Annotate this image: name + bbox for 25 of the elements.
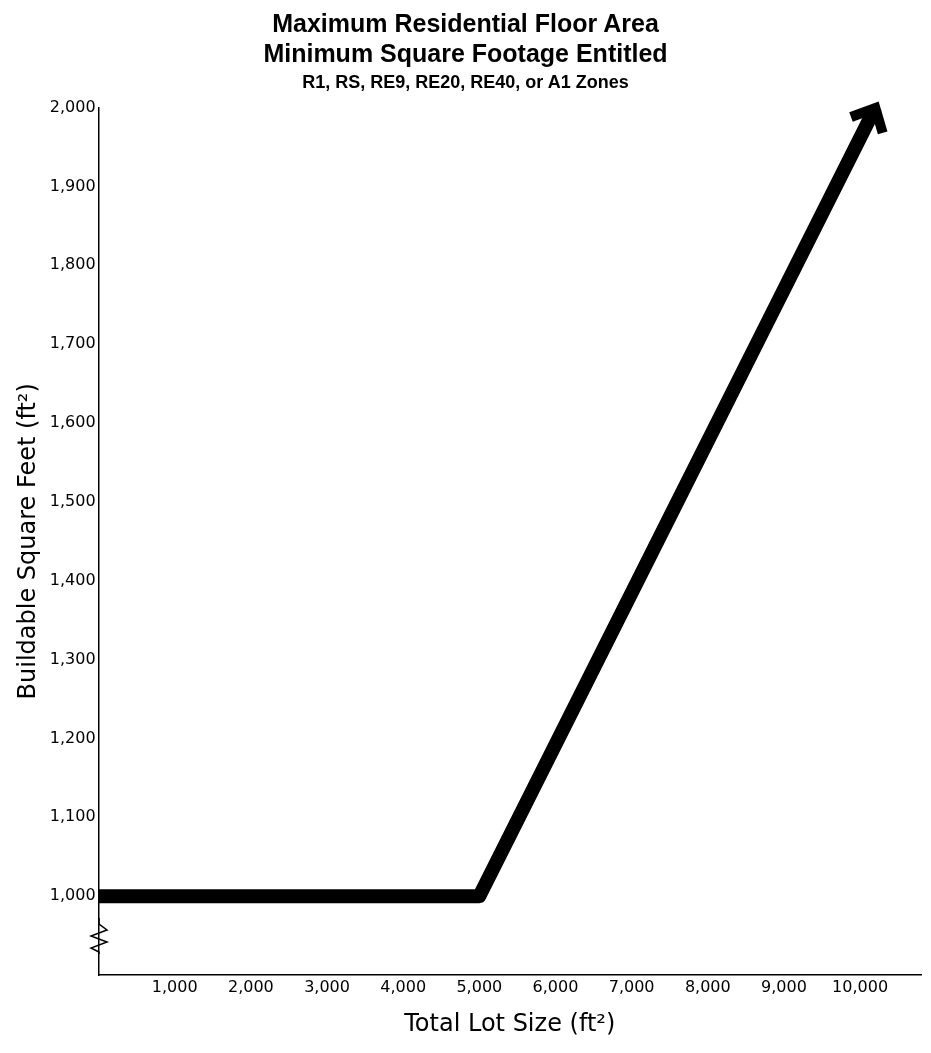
x-tick-label: 3,000 bbox=[304, 976, 350, 996]
y-tick-label: 1,000 bbox=[49, 885, 96, 905]
x-tick-label: 1,000 bbox=[151, 976, 198, 996]
x-tick-label: 4,000 bbox=[380, 976, 427, 996]
y-tick-label: 1,800 bbox=[49, 254, 96, 274]
chart-subtitle: R1, RS, RE9, RE20, RE40, or A1 Zones bbox=[302, 71, 629, 92]
y-tick-label: 1,200 bbox=[49, 727, 96, 747]
x-tick-label: 8,000 bbox=[684, 976, 731, 996]
x-tick-label: 6,000 bbox=[532, 976, 579, 996]
y-tick-label: 1,400 bbox=[49, 569, 96, 589]
y-tick-label: 1,700 bbox=[49, 333, 96, 353]
x-tick-label: 5,000 bbox=[456, 976, 503, 996]
y-axis-title: Buildable Square Feet (ft²) bbox=[12, 383, 41, 700]
x-tick-label: 9,000 bbox=[761, 976, 807, 996]
x-tick-label: 2,000 bbox=[227, 976, 274, 996]
x-tick-label: 10,000 bbox=[832, 976, 889, 996]
x-tick-label: 7,000 bbox=[608, 976, 655, 996]
x-axis-title: Total Lot Size (ft²) bbox=[403, 1008, 616, 1037]
y-tick-label: 1,600 bbox=[49, 412, 96, 432]
y-tick-label: 2,000 bbox=[49, 96, 96, 116]
y-tick-label: 1,500 bbox=[49, 491, 96, 511]
y-tick-label: 1,300 bbox=[49, 648, 96, 668]
y-tick-label: 1,900 bbox=[49, 175, 96, 195]
y-tick-label: 1,100 bbox=[49, 806, 96, 826]
chart-title: Maximum Residential Floor Area Minimum Square Footage Entitled bbox=[263, 8, 668, 67]
